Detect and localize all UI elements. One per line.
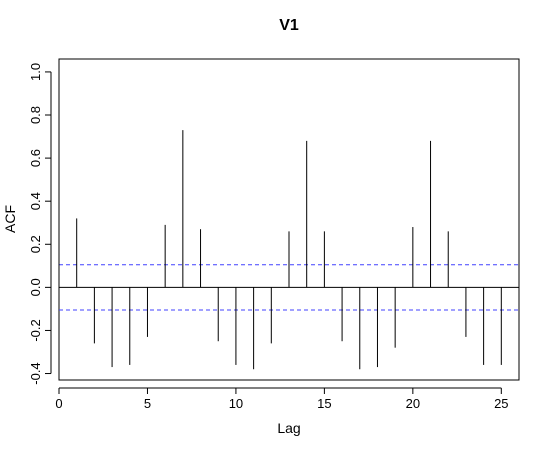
acf-bars bbox=[58, 71, 502, 370]
y-tick-label: 1.0 bbox=[28, 63, 43, 81]
x-tick-label: 25 bbox=[494, 396, 508, 411]
y-axis: -0.4 -0.2 0.0 0.2 0.4 0.6 0.8 1.0 bbox=[28, 63, 52, 385]
y-tick-label: 0.2 bbox=[28, 235, 43, 253]
chart-title: V1 bbox=[279, 17, 299, 34]
y-tick-label: 0.8 bbox=[28, 106, 43, 124]
y-tick-label: 0.0 bbox=[28, 278, 43, 296]
x-tick-label: 20 bbox=[406, 396, 420, 411]
x-tick-label: 15 bbox=[317, 396, 331, 411]
x-tick-label: 0 bbox=[55, 396, 62, 411]
plot-frame bbox=[58, 58, 520, 381]
x-axis: 0 5 10 15 20 25 bbox=[55, 387, 509, 411]
y-axis-label: ACF bbox=[2, 205, 18, 233]
x-tick-label: 10 bbox=[229, 396, 243, 411]
x-axis-label: Lag bbox=[277, 420, 300, 436]
y-tick-label: -0.2 bbox=[28, 319, 43, 341]
y-tick-label: -0.4 bbox=[28, 362, 43, 384]
x-tick-label: 5 bbox=[144, 396, 151, 411]
y-tick-label: 0.4 bbox=[28, 192, 43, 210]
y-tick-label: 0.6 bbox=[28, 149, 43, 167]
